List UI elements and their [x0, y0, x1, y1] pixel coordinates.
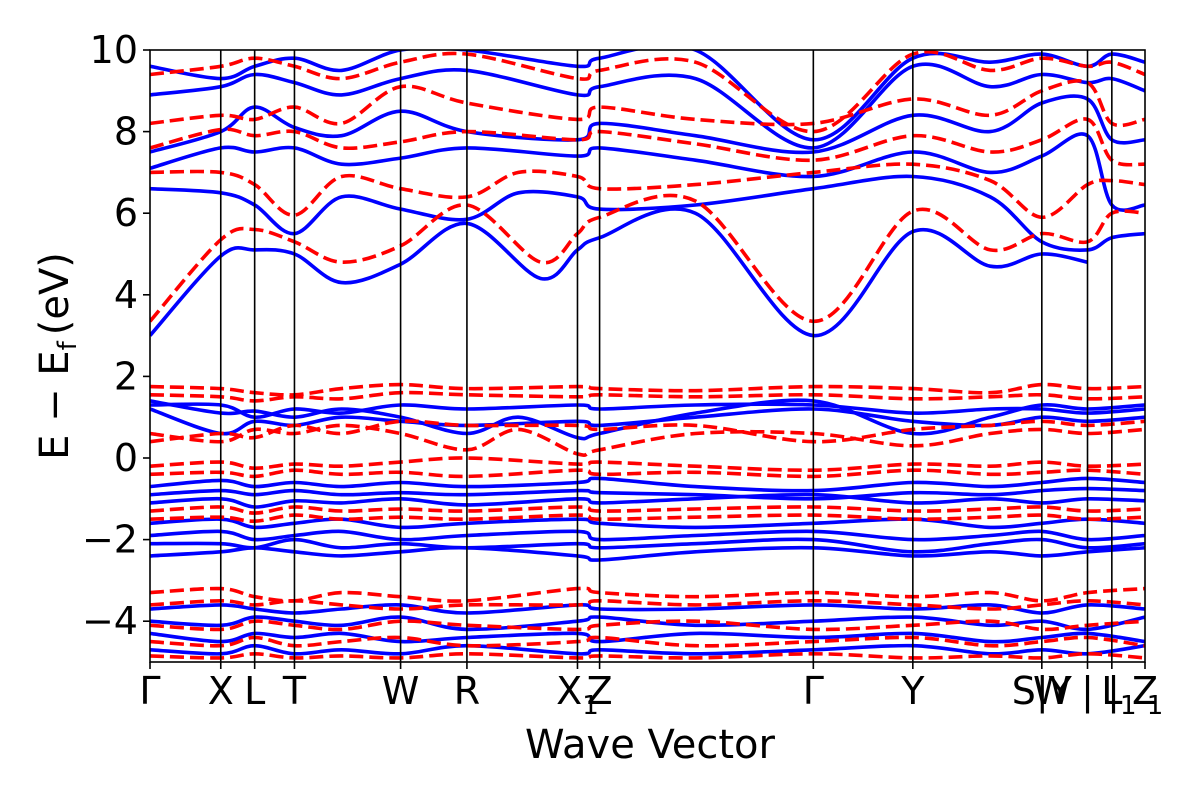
solid-band-8 — [150, 407, 1145, 436]
solid-band-3 — [150, 94, 1145, 155]
y-tick-label: 0 — [114, 436, 138, 480]
solid-band-7 — [150, 402, 1145, 420]
solid-band-13 — [150, 529, 1145, 542]
x-axis-label: Wave Vector — [525, 722, 776, 768]
x-tick-label: Γ — [803, 669, 824, 713]
plot-frame — [149, 49, 1146, 663]
x-tick-label-overlap: |1 — [1107, 669, 1136, 721]
dashed-band-14 — [150, 598, 1145, 611]
solid-band-11 — [150, 492, 1145, 509]
solid-band-15 — [150, 545, 1145, 562]
solid-band-16 — [150, 603, 1145, 615]
dashed-band-5 — [150, 382, 1145, 397]
y-tick-label: 8 — [114, 110, 138, 154]
x-tick-label: T — [282, 669, 307, 713]
dashed-band-16 — [150, 635, 1145, 648]
high-symmetry-lines — [219, 50, 1113, 662]
x-tick-label: Y — [900, 669, 925, 713]
x-axis-ticks: Γ X L T W R X1Z Γ Y S|Y | L ZW |1 1 — [139, 662, 1163, 721]
dashed-band-6 — [150, 390, 1145, 403]
y-tick-label: −4 — [82, 599, 138, 643]
x-tick-label: W — [382, 669, 420, 713]
y-tick-label: 10 — [90, 28, 138, 72]
dashed-band-9 — [150, 456, 1145, 473]
x-tick-label: S|Y — [1012, 669, 1073, 714]
dashed-band-2 — [150, 117, 1145, 167]
x-tick-label-overlap: 1 — [1147, 691, 1164, 721]
solid-band-10 — [150, 486, 1145, 501]
x-tick-label: L — [244, 669, 265, 713]
x-tick-label: X — [208, 669, 234, 713]
y-tick-label: 2 — [114, 354, 138, 398]
x-tick-label: Z — [587, 669, 613, 713]
x-tick-label-overlap: W — [1033, 669, 1071, 713]
x-tick-label: X1 — [556, 669, 599, 721]
x-tick-label: | — [1081, 669, 1094, 714]
dashed-band-4 — [150, 50, 1145, 134]
solid-band-19 — [150, 643, 1145, 656]
solid-band-17 — [150, 615, 1145, 632]
dashed-band-15 — [150, 619, 1145, 632]
x-tick-label: R — [454, 669, 480, 713]
solid-band-2 — [150, 132, 1145, 212]
x-tick-label: L — [1101, 669, 1122, 713]
dashed-band-11 — [150, 505, 1145, 515]
solid-band-14 — [150, 537, 1145, 554]
y-tick-label: 4 — [114, 273, 138, 317]
y-tick-label: −2 — [82, 518, 138, 562]
band-lines — [150, 50, 1145, 660]
dashed-band-12 — [150, 513, 1145, 524]
dashed-band-8 — [150, 419, 1145, 444]
solid-band-9 — [150, 476, 1145, 493]
dashed-band-10 — [150, 468, 1145, 479]
dashed-band-7 — [150, 423, 1145, 457]
y-axis-label: E − Ef(eV) — [32, 252, 83, 460]
solid-band-12 — [150, 517, 1145, 530]
y-tick-label: 6 — [114, 191, 138, 235]
solid-band-6 — [150, 398, 1145, 441]
solid-band-0 — [150, 207, 1088, 338]
dashed-band-17 — [150, 651, 1145, 660]
x-tick-label: Z — [1132, 669, 1158, 713]
y-axis-ticks: 10 8 6 4 2 0 −2 −4 — [82, 28, 150, 643]
x-tick-label: Γ — [139, 669, 160, 713]
